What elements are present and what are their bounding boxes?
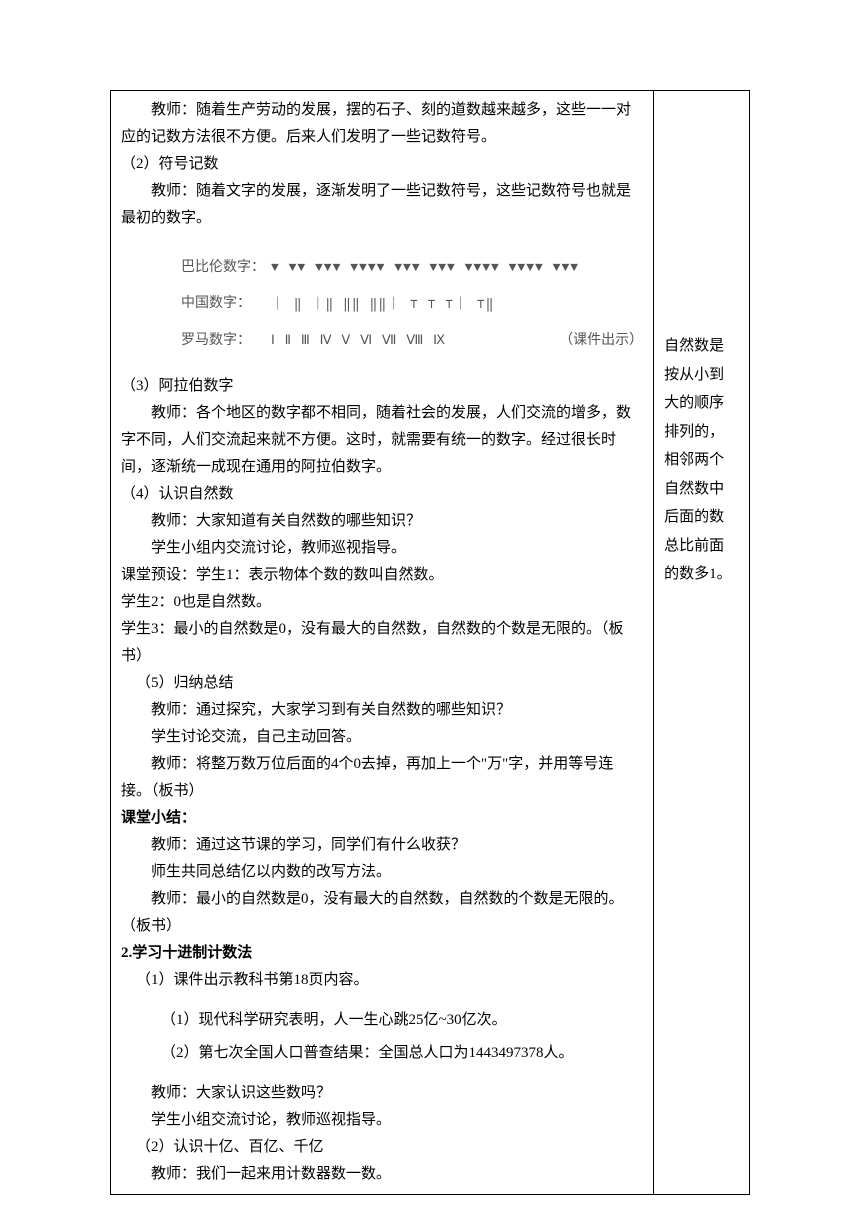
- research-1: （1）现代科学研究表明，人一生心跳25亿~30亿次。: [161, 1004, 643, 1037]
- section-5-heading: （5）归纳总结: [121, 670, 643, 697]
- teacher-text-7b: 学生小组交流讨论，教师巡视指导。: [121, 1107, 643, 1134]
- summary-6c: 教师：最小的自然数是0，没有最大的自然数，自然数的个数是无限的。（板书）: [121, 886, 643, 940]
- summary-6b: 师生共同总结亿以内数的改写方法。: [121, 859, 643, 886]
- teacher-text-4b: 学生小组内交流讨论，教师巡视指导。: [121, 535, 643, 562]
- roman-symbols: Ⅰ Ⅱ Ⅲ Ⅳ Ⅴ Ⅵ Ⅶ Ⅷ Ⅸ: [271, 324, 551, 358]
- main-column: 教师：随着生产劳动的发展，摆的石子、刻的道数越来越多，这些一一对应的记数方法很不…: [111, 91, 654, 1195]
- chinese-label: 中国数字：: [181, 286, 271, 322]
- babylonian-label: 巴比伦数字：: [181, 250, 271, 286]
- student-2: 学生2：0也是自然数。: [121, 589, 643, 616]
- babylonian-row: 巴比伦数字： ▼ ▼▼ ▼▼▼ ▼▼▼▼ ▼▼▼ ▼▼▼ ▼▼▼▼ ▼▼▼▼ ▼…: [181, 250, 643, 286]
- student-1: 课堂预设：学生1：表示物体个数的数叫自然数。: [121, 562, 643, 589]
- roman-row: 罗马数字： Ⅰ Ⅱ Ⅲ Ⅳ Ⅴ Ⅵ Ⅶ Ⅷ Ⅸ （课件出示）: [181, 323, 643, 359]
- topic-2-heading: 2.学习十进制计数法: [121, 940, 643, 967]
- section-4-heading: （4）认识自然数: [121, 481, 643, 508]
- side-note: 自然数是按从小到大的顺序排列的，相邻两个自然数中后面的数总比前面的数多1。: [664, 332, 739, 589]
- lesson-plan-table: 教师：随着生产劳动的发展，摆的石子、刻的道数越来越多，这些一一对应的记数方法很不…: [110, 90, 750, 1195]
- student-3: 学生3：最小的自然数是0，没有最大的自然数，自然数的个数是无限的。（板书）: [121, 616, 643, 670]
- teacher-text-5a: 教师：通过探究，大家学习到有关自然数的哪些知识？: [121, 697, 643, 724]
- teacher-text-7a: 教师：大家认识这些数吗？: [121, 1080, 643, 1107]
- teacher-text-2: 教师：随着文字的发展，逐渐发明了一些记数符号，这些记数符号也就是最初的数字。: [121, 178, 643, 232]
- side-spacer: [664, 97, 739, 332]
- teacher-intro-1: 教师：随着生产劳动的发展，摆的石子、刻的道数越来越多，这些一一对应的记数方法很不…: [121, 97, 643, 151]
- teacher-text-4a: 教师：大家知道有关自然数的哪些知识？: [121, 508, 643, 535]
- section-2-2: （2）认识十亿、百亿、千亿: [121, 1134, 643, 1161]
- section-2-heading: （2）符号记数: [121, 151, 643, 178]
- side-column: 自然数是按从小到大的顺序排列的，相邻两个自然数中后面的数总比前面的数多1。: [654, 91, 750, 1195]
- roman-label: 罗马数字：: [181, 323, 271, 359]
- chinese-symbols: ｜ ‖ ｜‖ ‖‖ ‖‖｜ ⊤ ⊤ ⊤｜ ⊤‖: [271, 288, 643, 322]
- summary-6a: 教师：通过这节课的学习，同学们有什么收获？: [121, 832, 643, 859]
- teacher-text-8: 教师：我们一起来用计数器数一数。: [121, 1161, 643, 1188]
- numeral-systems-figure: 巴比伦数字： ▼ ▼▼ ▼▼▼ ▼▼▼▼ ▼▼▼ ▼▼▼ ▼▼▼▼ ▼▼▼▼ ▼…: [121, 232, 643, 373]
- teacher-text-5c: 教师：将整万数万位后面的4个0去掉，再加上一个"万"字，并用等号连接。（板书）: [121, 751, 643, 805]
- teacher-text-5b: 学生讨论交流，自己主动回答。: [121, 724, 643, 751]
- chinese-row: 中国数字： ｜ ‖ ｜‖ ‖‖ ‖‖｜ ⊤ ⊤ ⊤｜ ⊤‖: [181, 286, 643, 322]
- section-3-heading: （3）阿拉伯数字: [121, 373, 643, 400]
- teacher-text-3: 教师：各个地区的数字都不相同，随着社会的发展，人们交流的增多，数字不同，人们交流…: [121, 400, 643, 481]
- babylonian-symbols: ▼ ▼▼ ▼▼▼ ▼▼▼▼ ▼▼▼ ▼▼▼ ▼▼▼▼ ▼▼▼▼ ▼▼▼: [271, 251, 643, 285]
- class-summary-heading: 课堂小结：: [121, 805, 643, 832]
- research-block: （1）现代科学研究表明，人一生心跳25亿~30亿次。 （2）第七次全国人口普查结…: [121, 994, 643, 1080]
- courseware-note: （课件出示）: [559, 323, 643, 359]
- research-2: （2）第七次全国人口普查结果：全国总人口为1443497378人。: [161, 1037, 643, 1070]
- section-2-1: （1）课件出示教科书第18页内容。: [121, 967, 643, 994]
